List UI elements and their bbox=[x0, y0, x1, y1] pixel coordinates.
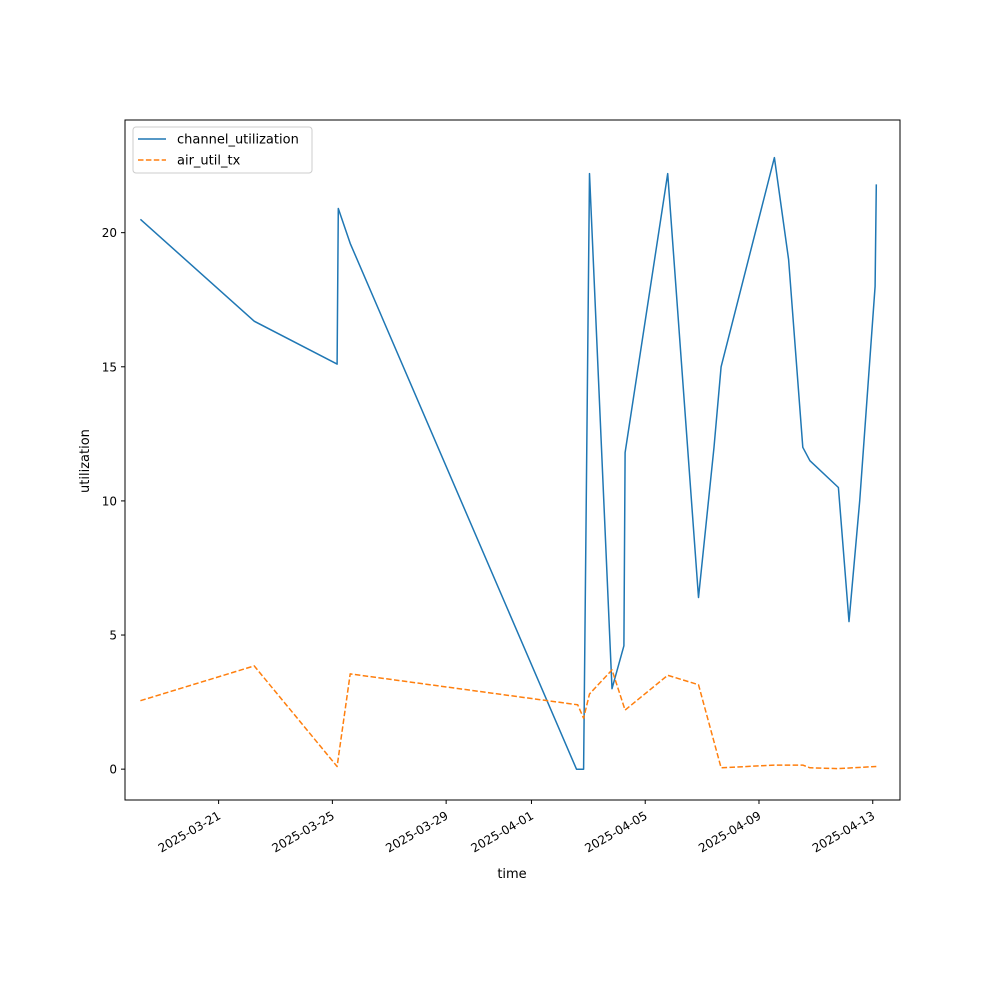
y-tick-label: 0 bbox=[109, 763, 117, 777]
series-line-channel_utilization bbox=[139, 156, 878, 770]
y-tick-label: 20 bbox=[102, 226, 117, 240]
series-line-air_util_tx bbox=[140, 665, 877, 770]
series-layer bbox=[139, 156, 878, 770]
legend-box bbox=[132, 126, 313, 174]
y-tick-label: 10 bbox=[102, 494, 117, 508]
y-axis: 0 5 10 15 20 bbox=[102, 226, 125, 777]
y-tick-label: 15 bbox=[102, 360, 117, 374]
y-axis-label: utilization bbox=[78, 429, 93, 493]
legend: channel_utilization air_util_tx bbox=[132, 126, 313, 174]
legend-label: air_util_tx bbox=[177, 154, 241, 169]
plot-frame bbox=[124, 119, 901, 801]
legend-label: channel_utilization bbox=[177, 133, 299, 148]
y-tick-label: 5 bbox=[109, 629, 117, 643]
x-axis-label: time bbox=[497, 867, 526, 882]
